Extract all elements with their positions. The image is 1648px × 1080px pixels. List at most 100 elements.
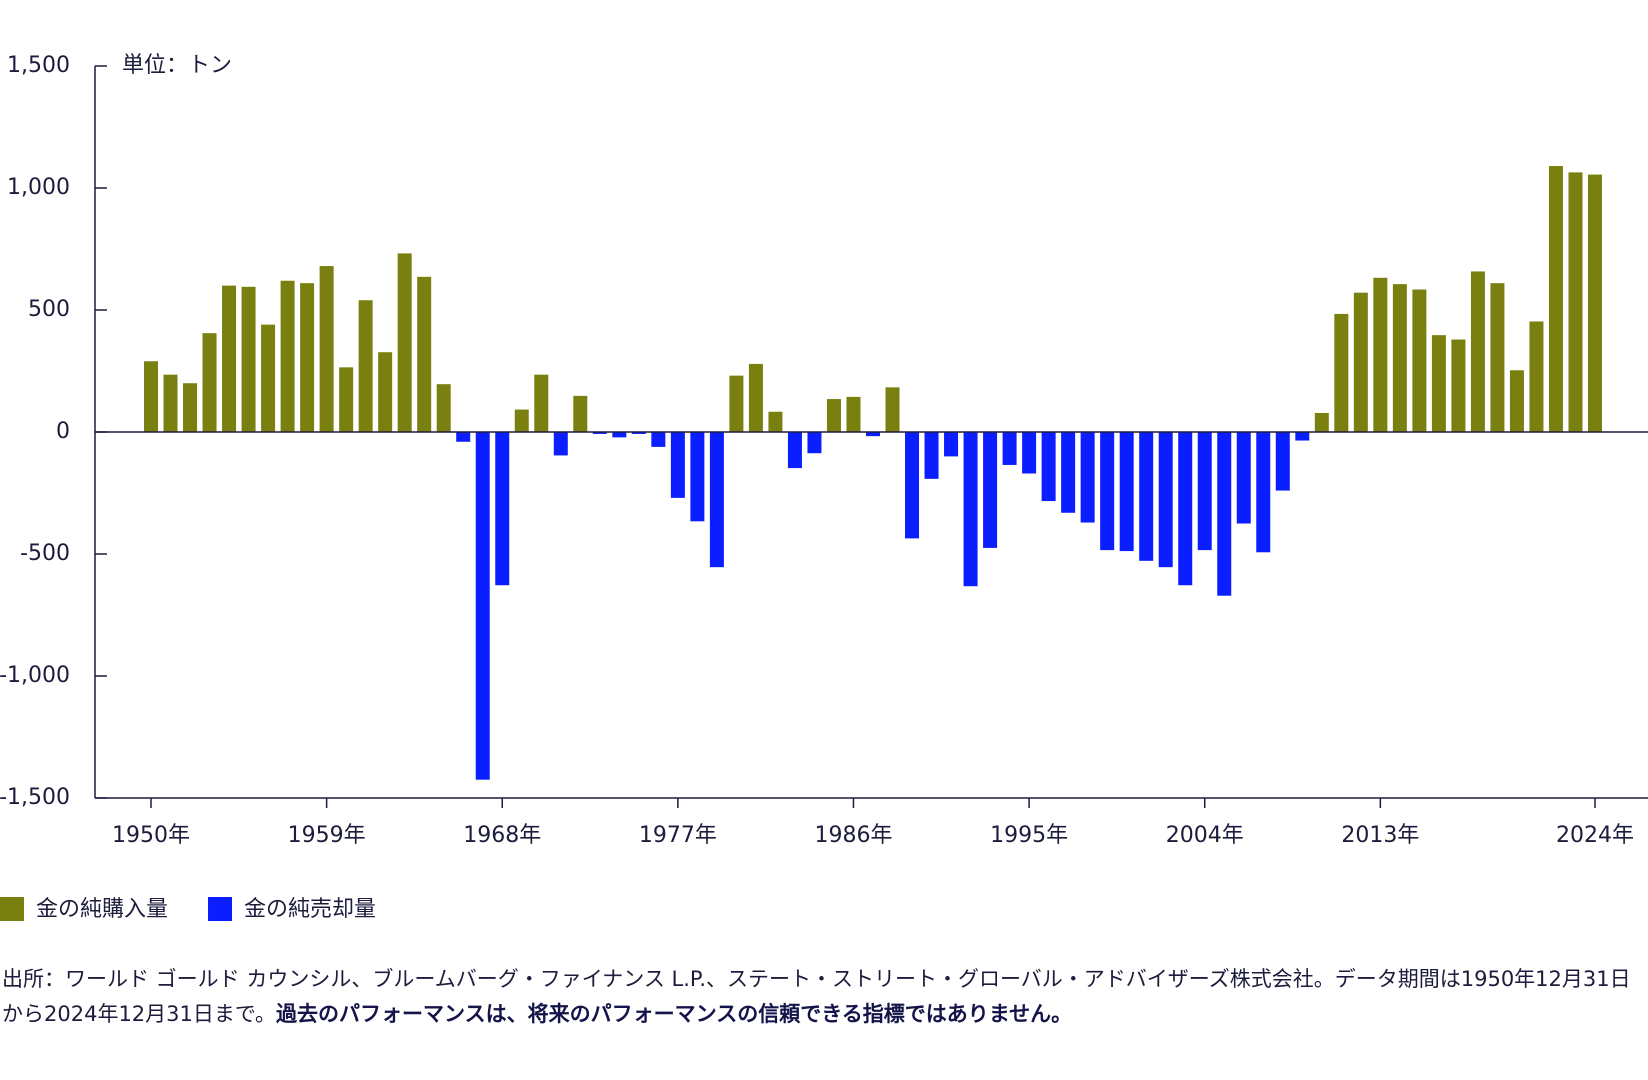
- bar: [983, 432, 998, 548]
- bar: [456, 432, 471, 442]
- x-tick-label: 1950年: [112, 823, 190, 848]
- bar: [1256, 432, 1271, 553]
- bar: [592, 432, 607, 434]
- chart: 単位：トン 1,500 1,000 500 0 -500 -1,000 -1,500 1950…: [0, 53, 1648, 922]
- y-tick-label: -1,500: [0, 785, 70, 810]
- bar: [1197, 432, 1212, 551]
- bar: [768, 411, 783, 432]
- bar: [1470, 271, 1485, 432]
- bar: [1568, 172, 1583, 432]
- bar: [417, 276, 432, 432]
- x-tick-label: 1977年: [639, 823, 717, 848]
- y-tick-label: -1,000: [0, 663, 70, 688]
- bar: [787, 432, 802, 469]
- bar: [1451, 339, 1466, 432]
- bar: [1119, 432, 1134, 552]
- bar: [1373, 277, 1388, 432]
- bar: [1314, 412, 1329, 432]
- bar: [1022, 432, 1037, 474]
- bar: [963, 432, 978, 587]
- bar: [1529, 321, 1544, 432]
- bar: [280, 280, 295, 432]
- x-tick-label: 2024年: [1556, 823, 1634, 848]
- x-tick-label: 1959年: [288, 823, 366, 848]
- bar: [1041, 432, 1056, 502]
- legend-label: 金の純購入量: [36, 897, 168, 922]
- bar: [534, 374, 549, 432]
- bar: [1236, 432, 1251, 524]
- y-tick-label: 1,500: [7, 53, 70, 78]
- bar: [1334, 313, 1349, 432]
- bar: [631, 432, 646, 434]
- bar: [1100, 432, 1115, 551]
- bar: [553, 432, 568, 456]
- bar: [670, 432, 685, 498]
- bar: [651, 432, 666, 447]
- bar: [846, 396, 861, 432]
- bar: [729, 375, 744, 432]
- legend-swatch: [208, 897, 233, 921]
- bar: [1431, 335, 1446, 432]
- y-axis-label: 単位：トン: [122, 53, 232, 78]
- bar: [397, 253, 412, 432]
- bar: [1139, 432, 1154, 561]
- bar: [222, 285, 237, 432]
- bar: [1295, 432, 1310, 441]
- footnote: 出所：ワールド ゴールド カウンシル、ブルームバーグ・ファイナンス L.P.、ス…: [2, 962, 1642, 1032]
- y-tick-label: 500: [28, 297, 70, 322]
- disclaimer: 過去のパフォーマンスは、将来のパフォーマンスの信頼できる指標ではありません。: [276, 1002, 1073, 1026]
- bar: [1353, 292, 1368, 432]
- bar: [1509, 370, 1524, 432]
- bar: [339, 367, 354, 432]
- bar: [241, 286, 256, 432]
- bar: [358, 300, 373, 432]
- bar: [924, 432, 939, 479]
- bar: [1588, 174, 1602, 432]
- x-tick-label: 1995年: [990, 823, 1068, 848]
- bar: [1178, 432, 1193, 586]
- y-tick-label: -500: [20, 541, 70, 566]
- bar: [475, 432, 490, 780]
- bar: [905, 432, 920, 539]
- bar: [436, 384, 451, 432]
- bar: [1392, 284, 1407, 432]
- bar: [1275, 432, 1290, 491]
- bar: [1061, 432, 1076, 513]
- bar: [748, 363, 763, 432]
- bar: [378, 352, 393, 432]
- bar: [1158, 432, 1173, 568]
- bar: [1080, 432, 1095, 523]
- bar: [944, 432, 959, 457]
- bar: [495, 432, 510, 586]
- y-tick-label: 0: [56, 419, 70, 444]
- bar: [1002, 432, 1017, 465]
- bar: [163, 374, 178, 432]
- legend-label: 金の純売却量: [244, 897, 376, 922]
- x-tick-label: 2004年: [1166, 823, 1244, 848]
- bar: [319, 266, 334, 432]
- bar: [826, 399, 841, 432]
- source: 出所：ワールド ゴールド カウンシル、ブルームバーグ・ファイナンス L.P.、ス…: [2, 967, 1631, 1026]
- bar: [1217, 432, 1232, 596]
- bar: [866, 432, 880, 437]
- bar: [1548, 166, 1563, 433]
- y-tick-label: 1,000: [7, 175, 70, 200]
- bar: [144, 361, 158, 432]
- bar: [709, 432, 724, 568]
- bar: [1412, 289, 1427, 432]
- bar: [202, 333, 217, 432]
- bar: [690, 432, 705, 522]
- bar: [183, 383, 198, 432]
- bar: [261, 324, 276, 432]
- x-tick-label: 1986年: [814, 823, 892, 848]
- x-tick-label: 2013年: [1341, 823, 1419, 848]
- bar: [807, 432, 822, 454]
- x-tick-label: 1968年: [463, 823, 541, 848]
- bar: [612, 432, 627, 438]
- bar: [885, 387, 900, 432]
- legend-swatch: [0, 897, 24, 921]
- bar: [1490, 283, 1505, 432]
- bar: [300, 283, 315, 432]
- bar: [514, 409, 529, 432]
